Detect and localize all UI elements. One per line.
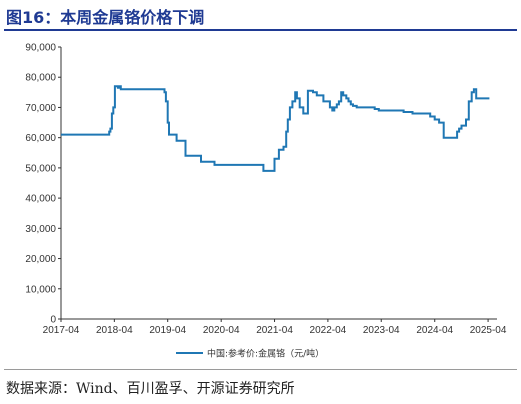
x-tick-label: 2020-04 <box>203 325 240 336</box>
y-tick-label: 20,000 <box>25 254 56 265</box>
y-tick-label: 0 <box>50 315 56 326</box>
x-tick-label: 2021-04 <box>256 325 293 336</box>
y-tick-label: 10,000 <box>25 284 56 295</box>
x-tick-label: 2024-04 <box>416 325 453 336</box>
source-divider <box>4 369 517 370</box>
y-tick-label: 80,000 <box>25 73 56 84</box>
x-tick-label: 2018-04 <box>96 325 133 336</box>
y-axis-ticks: 0 10,000 20,000 30,000 40,000 50,000 60,000 70,… <box>25 43 61 326</box>
chart-axes <box>60 47 497 320</box>
figure-label: 图16： <box>6 8 61 27</box>
figure-title-text: 本周金属铬价格下调 <box>60 8 205 27</box>
legend-label: 中国:参考价:金属铬（元/吨） <box>207 348 324 360</box>
series-line-0 <box>61 85 490 172</box>
data-source-note: 数据来源：Wind、百川盈孚、开源证券研究所 <box>6 381 295 397</box>
y-tick-label: 60,000 <box>25 133 56 144</box>
series-group <box>61 85 490 172</box>
legend: 中国:参考价:金属铬（元/吨） <box>176 348 324 360</box>
x-tick-label: 2017-04 <box>43 325 80 336</box>
x-axis-ticks: 2017-04 2018-04 2019-04 2020-04 2021-04 2022-… <box>43 319 507 336</box>
y-tick-label: 40,000 <box>25 194 56 205</box>
y-tick-label: 90,000 <box>25 43 56 54</box>
y-tick-label: 30,000 <box>25 224 56 235</box>
x-tick-label: 2023-04 <box>363 325 400 336</box>
title-underline <box>4 29 517 31</box>
x-tick-label: 2019-04 <box>149 325 186 336</box>
x-tick-label: 2022-04 <box>310 325 347 336</box>
x-tick-label: 2025-04 <box>470 325 507 336</box>
y-tick-label: 50,000 <box>25 163 56 174</box>
y-tick-label: 70,000 <box>25 103 56 114</box>
figure-title: 图16：本周金属铬价格下调 <box>6 4 204 28</box>
